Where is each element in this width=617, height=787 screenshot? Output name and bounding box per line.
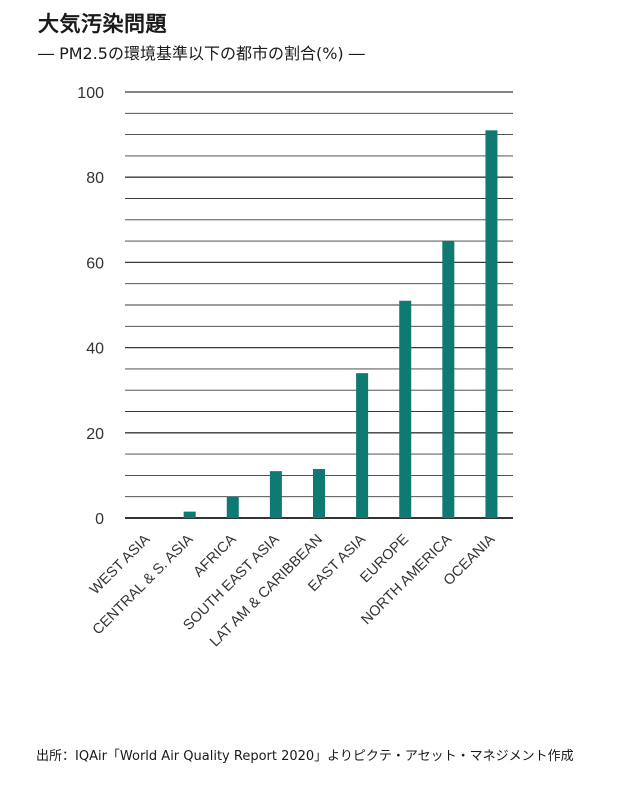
y-tick-label: 100 [77,85,104,102]
bar [485,130,498,518]
bar [356,373,369,518]
y-tick-label: 0 [95,511,104,528]
bar [313,469,325,518]
bar [226,496,239,518]
y-tick-label: 80 [86,170,104,187]
y-tick-label: 40 [86,341,104,358]
y-tick-label: 60 [86,255,104,272]
chart-subtitle: ― PM2.5の環境基準以下の都市の割合(%) ― [38,44,365,63]
bar [269,471,282,518]
bar [183,511,196,518]
chart-title: 大気汚染問題 [38,12,167,36]
bar [399,300,412,518]
y-axis-ticks: 0 20 40 60 80 100 [77,85,104,528]
bars [183,130,498,518]
y-tick-label: 20 [86,426,104,443]
bar [442,241,455,518]
grid-lines [125,91,513,519]
source-note: 出所：IQAir「World Air Quality Report 2020」よ… [36,749,574,764]
